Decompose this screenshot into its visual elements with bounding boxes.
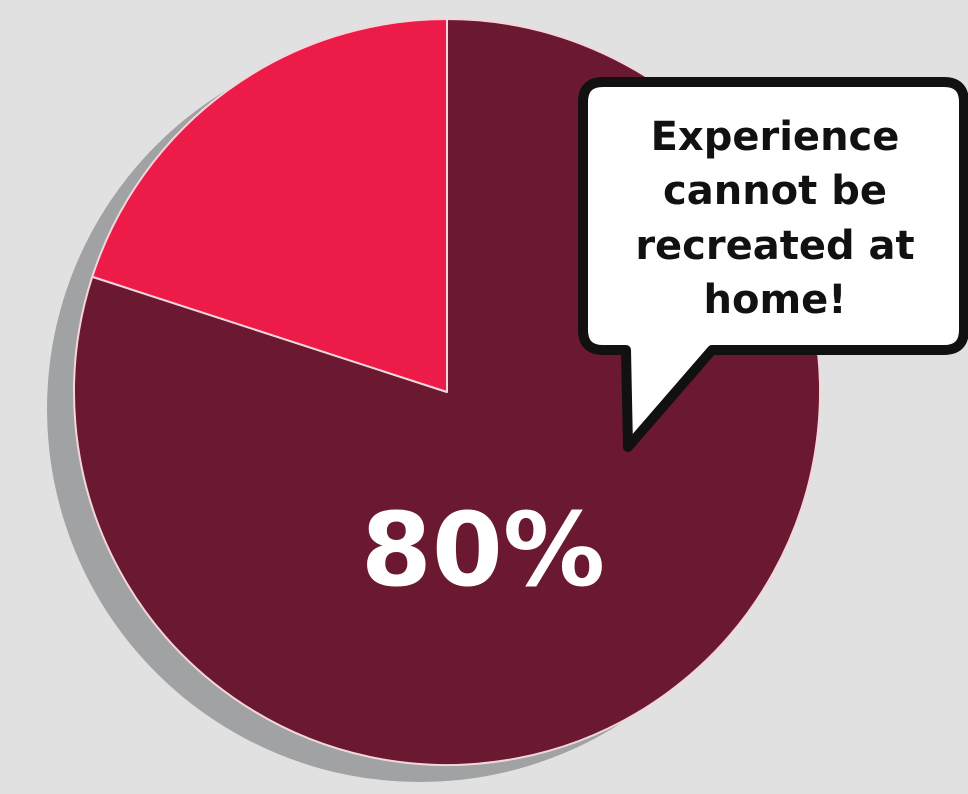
callout-line: home! [703, 277, 846, 323]
callout-line: recreated at [635, 223, 914, 269]
slice-label-major: 80% [361, 491, 605, 610]
callout-bubble: Experience cannot be recreated at home! [578, 77, 968, 452]
callout-line: Experience [651, 114, 900, 160]
callout-line: cannot be [663, 168, 887, 214]
pie-slice-1 [91, 18, 448, 393]
callout-shape [578, 77, 968, 452]
